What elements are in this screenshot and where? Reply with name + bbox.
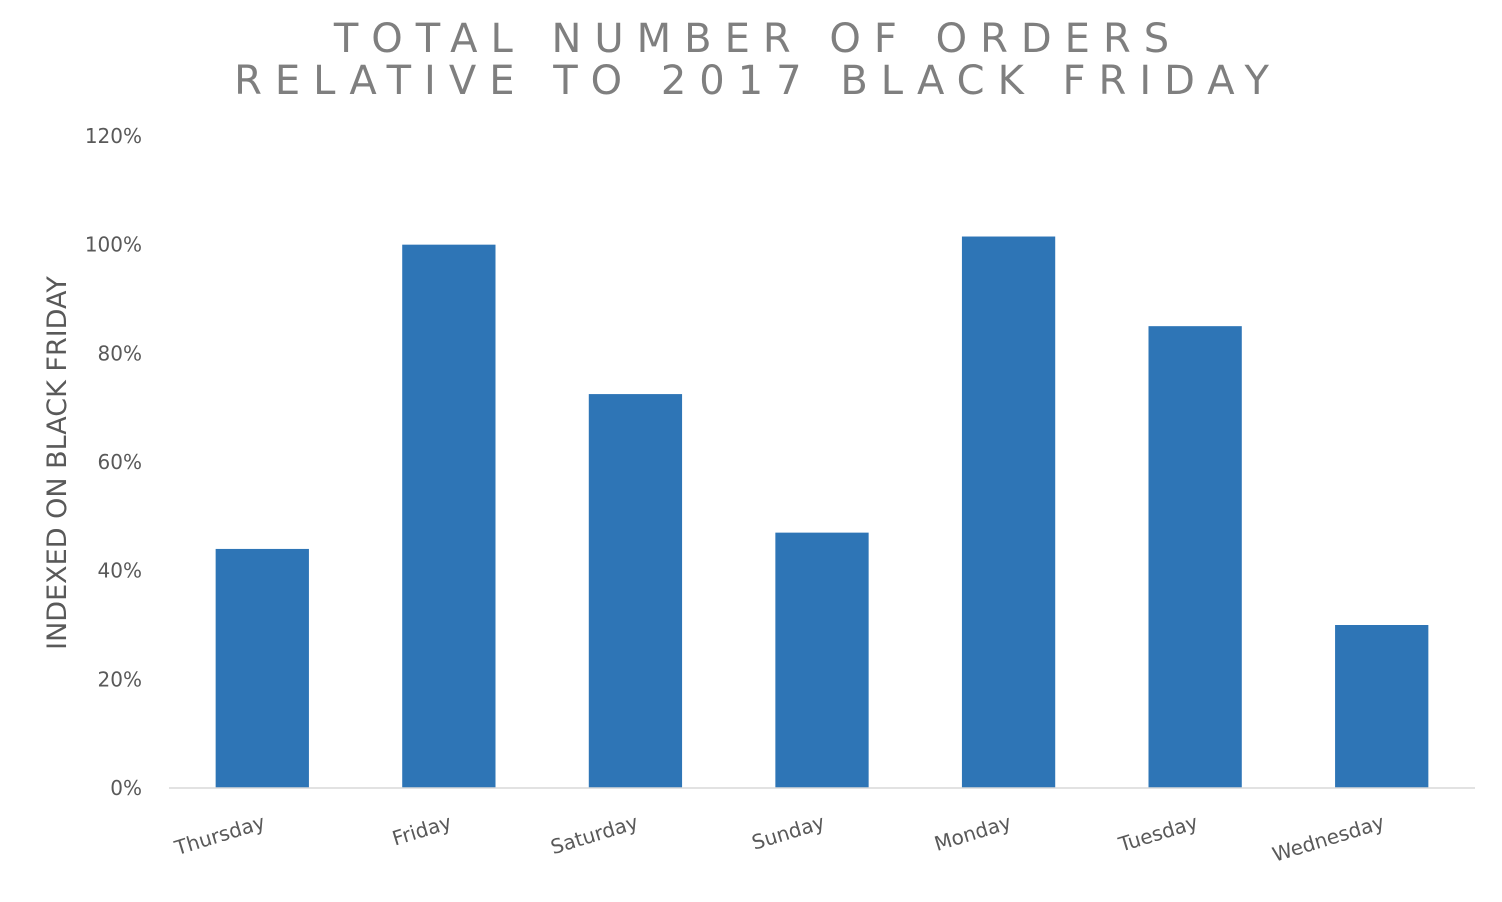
x-tick-label: Monday <box>931 810 1014 856</box>
chart-title: TOTAL NUMBER OF ORDERS RELATIVE TO 2017 … <box>234 16 1282 104</box>
bar-monday <box>961 236 1056 788</box>
bar-friday <box>402 244 496 788</box>
y-tick-label: 60% <box>98 450 142 474</box>
y-tick-label: 120% <box>85 124 142 148</box>
bars <box>215 236 1429 788</box>
y-tick-label: 20% <box>98 667 142 691</box>
x-axis-ticks: Thursday Friday Saturday Sunday Monday Tuesda… <box>171 810 1387 867</box>
chart-title-line-1: TOTAL NUMBER OF ORDERS <box>333 16 1182 62</box>
x-tick-label: Tuesday <box>1115 810 1201 857</box>
y-axis-ticks: 0% 20% 40% 60% 80% 100% 120% <box>85 124 142 800</box>
x-tick-label: Sunday <box>749 810 828 855</box>
x-tick-label: Friday <box>389 810 454 851</box>
bar-thursday <box>215 548 309 788</box>
y-tick-label: 0% <box>110 776 142 800</box>
x-tick-label: Thursday <box>171 810 268 860</box>
bar-saturday <box>588 394 683 788</box>
y-axis-label: INDEXED ON BLACK FRIDAY <box>42 276 73 650</box>
chart-title-line-2: RELATIVE TO 2017 BLACK FRIDAY <box>234 58 1282 104</box>
y-tick-label: 100% <box>85 233 142 257</box>
bar-sunday <box>775 532 869 788</box>
x-tick-label: Saturday <box>548 810 641 859</box>
x-tick-label: Wednesday <box>1269 810 1387 867</box>
y-tick-label: 80% <box>98 341 142 365</box>
y-tick-label: 40% <box>98 559 142 583</box>
bar-tuesday <box>1148 326 1242 788</box>
bar-wednesday <box>1335 625 1429 788</box>
